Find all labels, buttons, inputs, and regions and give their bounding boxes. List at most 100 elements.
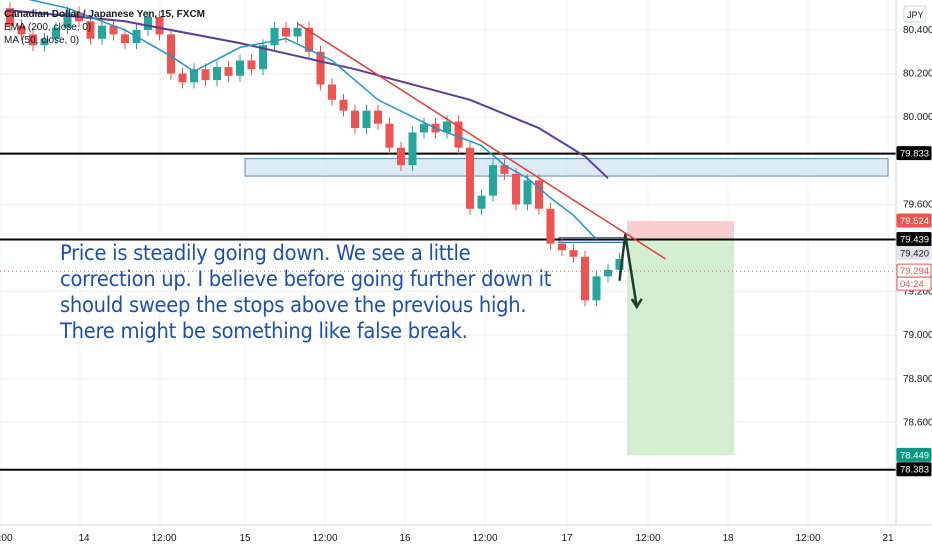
candle-body — [397, 147, 405, 166]
candle-body — [351, 110, 359, 129]
candle-body — [155, 16, 164, 35]
price-label: 79.833 — [896, 146, 932, 161]
price-label: 79.439 — [896, 231, 932, 246]
candle-body — [512, 173, 520, 205]
candle-body — [362, 110, 371, 129]
horizontal-lines-layer — [0, 152, 896, 471]
candle-body — [201, 69, 210, 81]
price-label-box — [896, 462, 932, 477]
candle-body — [523, 180, 532, 205]
price-label-text: 79.294 — [900, 266, 929, 277]
candle-body — [385, 123, 394, 148]
y-tick-label: 78.600 — [903, 417, 932, 428]
candle-body — [569, 250, 578, 257]
ema-200-line — [9, 9, 609, 179]
price-label-text: 79.524 — [900, 216, 929, 227]
candle-body — [546, 208, 555, 244]
y-tick-label: 79.200 — [903, 287, 932, 298]
candle-body — [477, 195, 486, 209]
take-profit-zone — [627, 239, 734, 456]
price-label: 04:24 — [896, 276, 932, 291]
x-tick-label: 14 — [78, 533, 90, 544]
x-tick-label: 21 — [882, 533, 894, 544]
price-label-text: 79.439 — [900, 234, 929, 245]
x-tick-label: 16 — [399, 533, 411, 544]
price-label-text: 78.449 — [900, 450, 929, 461]
candle-body — [190, 69, 198, 83]
y-tick-label: 80.200 — [903, 69, 932, 80]
candle-body — [408, 132, 417, 166]
candle-body — [454, 121, 463, 148]
candle-body — [52, 27, 60, 39]
candle-body — [247, 60, 256, 70]
price-label: 79.294 — [896, 263, 932, 278]
price-label: 79.420 — [896, 245, 932, 260]
price-label: 78.383 — [896, 462, 932, 477]
candle-body — [109, 25, 118, 35]
candle-body — [420, 123, 428, 133]
candle-body — [144, 16, 152, 30]
price-label-box — [896, 245, 932, 260]
ma-50-line — [28, 0, 598, 240]
y-tick-label: 79.600 — [903, 199, 932, 210]
currency-badge-box — [903, 5, 927, 23]
candle-body — [581, 256, 589, 301]
candle-body — [178, 73, 187, 83]
price-label-box — [896, 231, 932, 246]
price-label-text: 04:24 — [900, 279, 924, 290]
y-tick-label: 80.000 — [903, 112, 932, 123]
legend-ma: MA (50, close, 0) — [4, 35, 80, 46]
x-tick-label: 12:00 — [795, 533, 820, 544]
x-tick-label: 12:00 — [312, 533, 337, 544]
x-tick-label: 12:00 — [0, 533, 13, 544]
candle-body — [121, 34, 129, 44]
price-label-box — [896, 146, 932, 161]
x-tick-label: 15 — [239, 533, 251, 544]
candle-body — [29, 34, 37, 46]
price-label-box — [896, 213, 932, 228]
y-tick-label: 79.000 — [903, 330, 932, 341]
candle-body — [40, 38, 49, 46]
x-tick-label: 17 — [561, 533, 573, 544]
chart-legend: Canadian Dollar / Japanese Yen, 15, FXCM… — [4, 8, 205, 47]
analysis-annotation: Price is steadily going down. We see a l… — [60, 241, 552, 343]
price-label-box — [896, 276, 932, 291]
stop-loss-zone — [627, 220, 734, 240]
y-tick-label: 80.400 — [903, 25, 932, 36]
candle-body — [339, 99, 348, 111]
candle-body — [293, 27, 302, 37]
candle-body — [535, 180, 543, 209]
indicator-lines-layer — [9, 0, 666, 310]
legend-symbol: Canadian Dollar / Japanese Yen, 15, FXCM — [4, 9, 206, 20]
candle-body — [86, 21, 95, 39]
x-tick-label: 12:00 — [151, 533, 176, 544]
candle-body — [213, 67, 221, 81]
price-label: 78.449 — [896, 447, 932, 462]
candle-body — [224, 67, 233, 76]
y-tick-label: 78.800 — [903, 374, 932, 385]
x-tick-label: 18 — [722, 533, 734, 544]
candle-body — [17, 25, 26, 35]
candle-body — [259, 45, 267, 70]
trendline — [297, 22, 666, 260]
candle-body — [466, 147, 474, 209]
candle-body — [558, 243, 566, 251]
x-tick-label: 12:00 — [472, 533, 497, 544]
candle-body — [98, 25, 106, 39]
candle-body — [615, 258, 624, 270]
currency-badge: JPY — [903, 5, 927, 23]
legend-ema: EMA (200, close, 0) — [4, 22, 92, 33]
price-label-text: 78.383 — [900, 465, 929, 476]
candle-body — [316, 51, 325, 85]
supply-zone — [244, 158, 889, 177]
candle-body — [6, 8, 14, 26]
candle-body — [270, 27, 279, 46]
price-label-text: 79.833 — [900, 149, 929, 160]
candle-body — [489, 165, 497, 196]
price-label-text: 79.420 — [900, 248, 929, 259]
candle-body — [328, 84, 336, 100]
candle-body — [443, 121, 451, 133]
